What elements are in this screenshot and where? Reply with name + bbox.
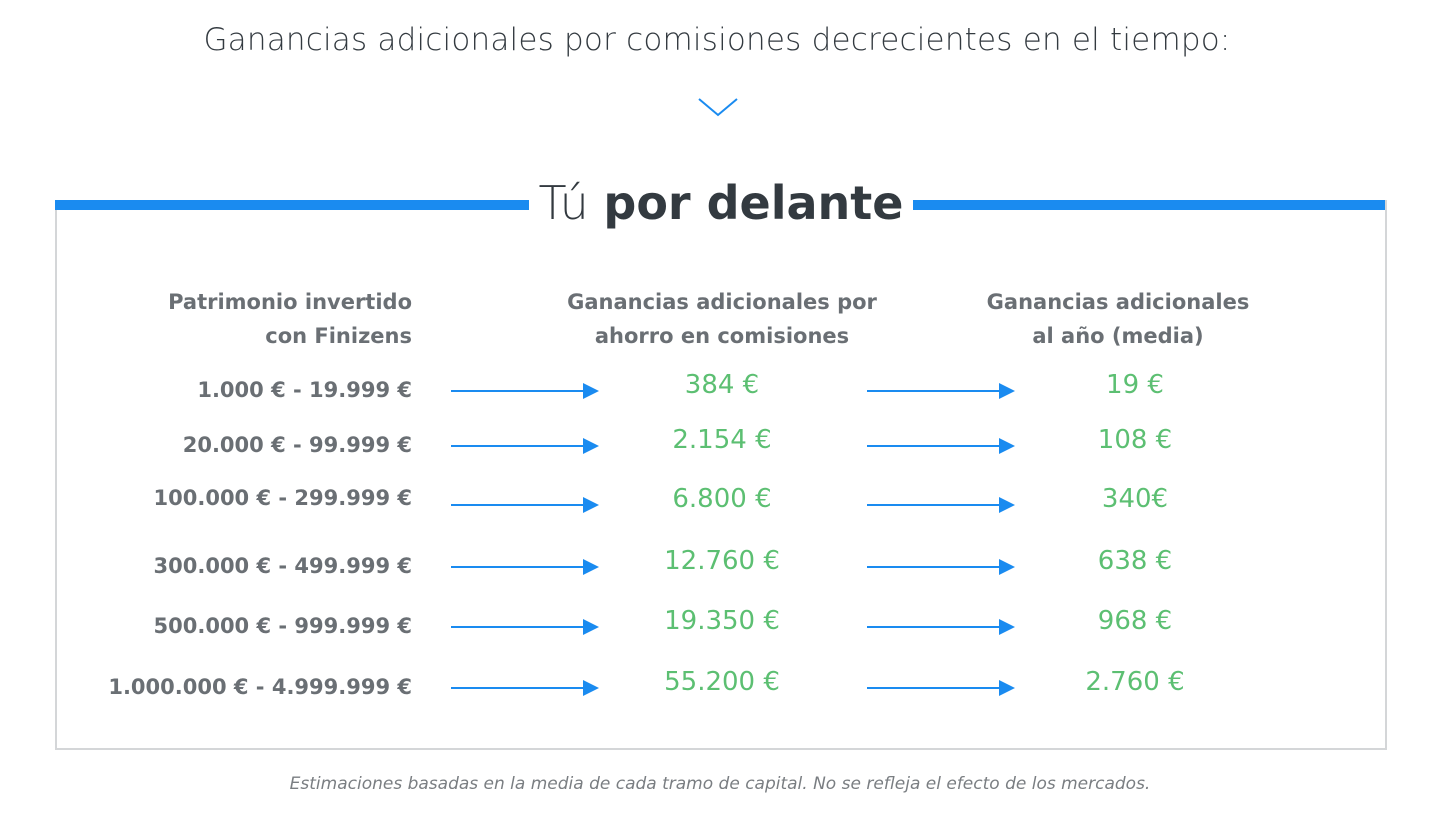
- column-header-invested-line1: Patrimonio invertido: [168, 290, 412, 314]
- yearly-value: 638 €: [1097, 546, 1173, 576]
- chevron-down-icon[interactable]: [697, 96, 739, 120]
- arrow-right-icon: [451, 680, 599, 696]
- arrow-right-icon: [451, 497, 599, 513]
- arrow-right-icon: [867, 438, 1015, 454]
- range-label: 1.000 € - 19.999 €: [197, 378, 412, 402]
- table-row: 300.000 € - 499.999 € 12.760 € 638 €: [0, 546, 1434, 586]
- range-label: 300.000 € - 499.999 €: [153, 554, 412, 578]
- yearly-value: 340€: [1101, 484, 1169, 514]
- arrow-right-icon: [867, 497, 1015, 513]
- column-header-invested: Patrimonio invertido con Finizens: [100, 285, 412, 353]
- savings-value: 12.760 €: [664, 546, 780, 576]
- column-header-yearly: Ganancias adicionales al año (media): [968, 285, 1268, 353]
- range-label: 1.000.000 € - 4.999.999 €: [108, 675, 412, 699]
- arrow-right-icon: [451, 383, 599, 399]
- savings-value: 384 €: [684, 370, 760, 400]
- column-header-yearly-line1: Ganancias adicionales: [986, 290, 1250, 314]
- range-label: 100.000 € - 299.999 €: [153, 486, 412, 510]
- range-label: 20.000 € - 99.999 €: [182, 433, 412, 457]
- table-row: 20.000 € - 99.999 € 2.154 € 108 €: [0, 425, 1434, 465]
- panel-title-bold: por delante: [603, 176, 904, 230]
- footnote: Estimaciones basadas en la media de cada…: [289, 774, 1151, 794]
- yearly-value: 2.760 €: [1085, 667, 1185, 697]
- savings-value: 6.800 €: [672, 484, 772, 514]
- column-header-savings-line1: Ganancias adicionales por: [567, 290, 877, 314]
- panel-top-bar-right: [913, 200, 1385, 210]
- savings-value: 55.200 €: [664, 667, 780, 697]
- column-header-yearly-line2: al año (media): [1032, 324, 1204, 348]
- panel-title-light: Tú: [538, 176, 589, 230]
- arrow-right-icon: [867, 619, 1015, 635]
- column-header-invested-line2: con Finizens: [265, 324, 412, 348]
- table-row: 1.000 € - 19.999 € 384 € 19 €: [0, 370, 1434, 410]
- yearly-value: 968 €: [1097, 606, 1173, 636]
- savings-value: 2.154 €: [672, 425, 772, 455]
- yearly-value: 108 €: [1097, 425, 1173, 455]
- arrow-right-icon: [867, 680, 1015, 696]
- section-heading: Ganancias adicionales por comisiones dec…: [203, 22, 1231, 58]
- table-row: 100.000 € - 299.999 € 6.800 € 340€: [0, 484, 1434, 524]
- panel-top-bar-left: [55, 200, 529, 210]
- arrow-right-icon: [451, 559, 599, 575]
- savings-value: 19.350 €: [664, 606, 780, 636]
- comparison-panel: [55, 200, 1387, 750]
- arrow-right-icon: [867, 559, 1015, 575]
- table-row: 1.000.000 € - 4.999.999 € 55.200 € 2.760…: [0, 667, 1434, 707]
- panel-title: Tú por delante: [529, 172, 913, 234]
- arrow-right-icon: [451, 438, 599, 454]
- column-header-savings: Ganancias adicionales por ahorro en comi…: [555, 285, 889, 353]
- arrow-right-icon: [451, 619, 599, 635]
- table-row: 500.000 € - 999.999 € 19.350 € 968 €: [0, 606, 1434, 646]
- column-header-savings-line2: ahorro en comisiones: [594, 324, 850, 348]
- range-label: 500.000 € - 999.999 €: [153, 614, 412, 638]
- arrow-right-icon: [867, 383, 1015, 399]
- yearly-value: 19 €: [1106, 370, 1164, 400]
